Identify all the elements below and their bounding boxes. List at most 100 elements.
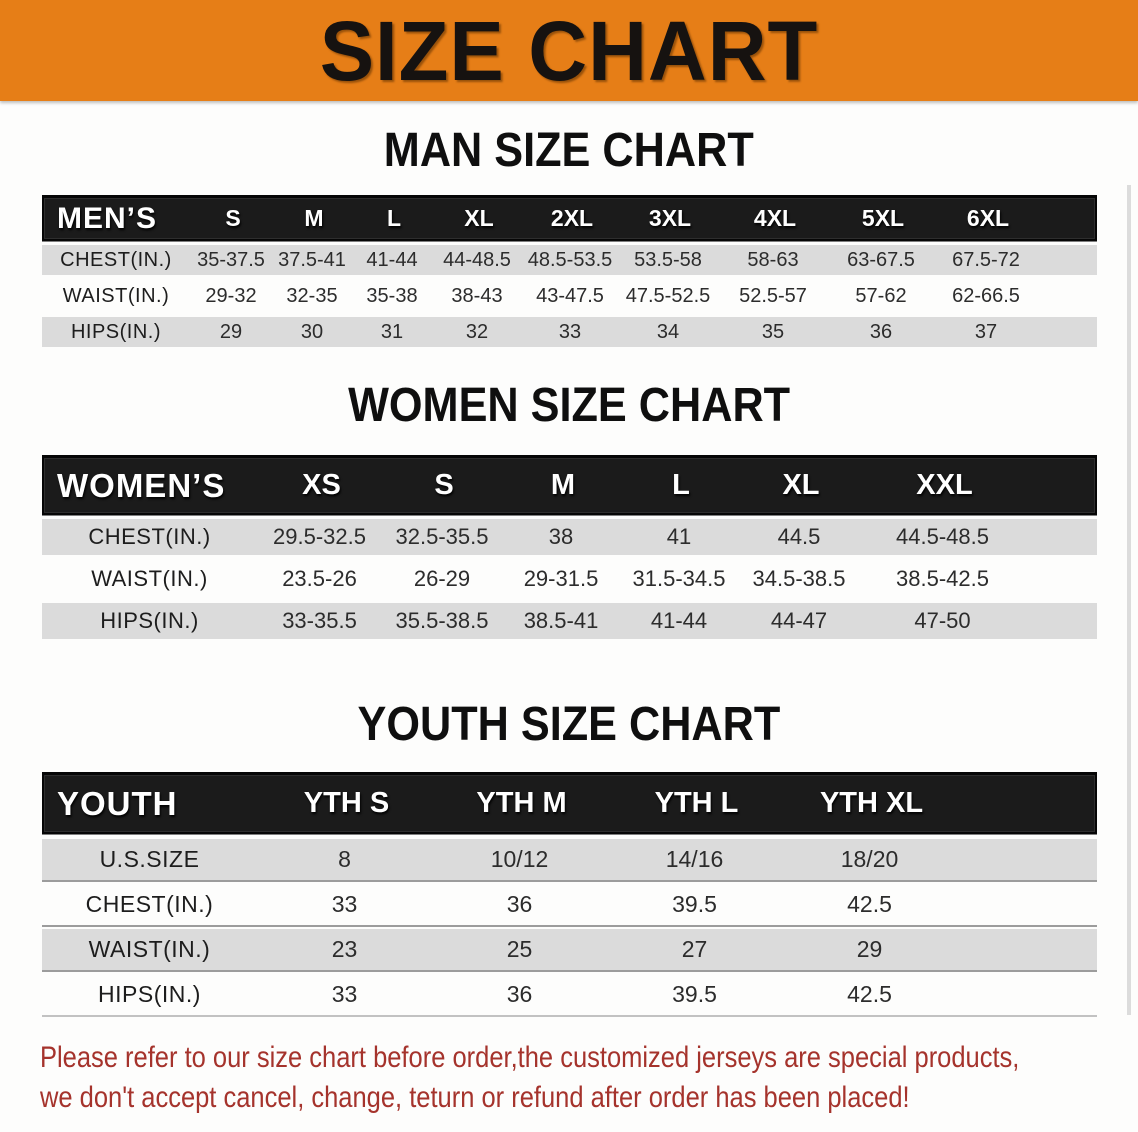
size-value-cell: 41-44 [650, 608, 708, 633]
size-header-cell: 6XL [966, 205, 1010, 231]
size-value-cell: 58-63 [747, 248, 799, 271]
footer-note-line-1: Please refer to our size chart before or… [40, 1041, 1020, 1074]
table-row: CHEST(IN.) 35-37.5 37.5-41 41-44 44-48.5 48.5… [42, 245, 1097, 275]
table-row: HIPS(IN.) 29 30 31 32 33 34 35 36 37 [42, 317, 1097, 347]
size-value-cell: 37 [974, 320, 998, 343]
women-section-heading-text: WOMEN SIZE CHART [347, 376, 790, 432]
table-row: HIPS(IN.) 33 36 39.5 42.5 [42, 974, 1097, 1017]
women-size-table: WOMEN’S XS S M L XL XXL CHEST(IN.) 29.5-32.5 32.5… [42, 455, 1097, 645]
size-header-cell: YTH S [303, 787, 390, 819]
size-value-cell: 37.5-41 [278, 248, 346, 271]
size-value-cell: 30 [300, 320, 324, 343]
size-value-cell: 29-32 [205, 284, 257, 307]
size-value-cell: 26-29 [413, 566, 471, 591]
table-header-row: YOUTH YTH S YTH M YTH L YTH XL [42, 772, 1097, 834]
size-value-cell: 29-31.5 [523, 566, 599, 591]
size-value-cell: 36 [869, 320, 893, 343]
size-header-cell: 3XL [648, 205, 692, 231]
footer-note-line-2: we don't accept cancel, change, teturn o… [40, 1081, 910, 1114]
row-label: CHEST(IN.) [85, 891, 214, 917]
size-header-cell: XS [302, 469, 341, 501]
size-header-cell: XL [464, 205, 494, 231]
table-row: WAIST(IN.) 29-32 32-35 35-38 38-43 43-47.5 47.… [42, 281, 1097, 311]
size-value-cell: 25 [506, 936, 533, 962]
row-label: CHEST(IN.) [88, 524, 211, 549]
size-value-cell: 42.5 [847, 891, 892, 917]
title-banner: SIZE CHART [0, 0, 1138, 101]
size-value-cell: 39.5 [672, 891, 717, 917]
table-title-cell: MEN’S [57, 201, 158, 235]
row-label: HIPS(IN.) [100, 608, 199, 633]
size-value-cell: 34 [656, 320, 680, 343]
size-value-cell: 14/16 [665, 846, 724, 872]
size-header-cell: XXL [916, 469, 973, 501]
size-value-cell: 29.5-32.5 [273, 524, 366, 549]
men-size-table: MEN’S S M L XL 2XL 3XL 4XL 5XL 6XL CHEST(IN.) 35-37… [42, 195, 1097, 353]
size-value-cell: 34.5-38.5 [752, 566, 846, 591]
size-value-cell: 27 [681, 936, 708, 962]
youth-size-table: YOUTH YTH S YTH M YTH L YTH XL U.S.SIZE 8 10/12… [42, 772, 1097, 1019]
size-value-cell: 44.5-48.5 [896, 524, 989, 549]
size-value-cell: 47.5-52.5 [625, 284, 711, 307]
size-value-cell: 35-37.5 [197, 248, 265, 271]
size-value-cell: 43-47.5 [536, 284, 604, 307]
size-value-cell: 32-35 [286, 284, 338, 307]
size-value-cell: 18/20 [840, 846, 899, 872]
row-label: HIPS(IN.) [70, 320, 162, 343]
size-value-cell: 38-43 [451, 284, 503, 307]
size-value-cell: 33 [558, 320, 582, 343]
row-label: WAIST(IN.) [88, 936, 211, 962]
size-header-cell: L [672, 469, 690, 501]
table-title-cell: WOMEN’S [57, 466, 226, 504]
women-section-heading: WOMEN SIZE CHART [0, 376, 1138, 432]
size-value-cell: 41-44 [366, 248, 418, 271]
size-value-cell: 47-50 [914, 608, 971, 633]
size-value-cell: 53.5-58 [634, 248, 702, 271]
man-section-heading: MAN SIZE CHART [0, 121, 1138, 177]
size-value-cell: 31.5-34.5 [632, 566, 726, 591]
size-header-cell: 4XL [753, 205, 797, 231]
size-value-cell: 29 [219, 320, 243, 343]
size-value-cell: 44-48.5 [443, 248, 511, 271]
size-value-cell: 32 [465, 320, 489, 343]
table-row: CHEST(IN.) 33 36 39.5 42.5 [42, 884, 1097, 927]
size-value-cell: 48.5-53.5 [527, 248, 613, 271]
size-value-cell: 38 [548, 524, 574, 549]
size-value-cell: 23 [331, 936, 358, 962]
size-header-cell: YTH L [654, 787, 739, 819]
page-edge-line [1127, 185, 1131, 1015]
size-header-cell: M [550, 469, 576, 501]
size-value-cell: 10/12 [490, 846, 549, 872]
table-row: WAIST(IN.) 23 25 27 29 [42, 929, 1097, 972]
size-value-cell: 35 [761, 320, 785, 343]
size-value-cell: 36 [506, 981, 533, 1007]
table-title-cell: YOUTH [57, 784, 178, 822]
size-header-cell: 2XL [550, 205, 594, 231]
size-value-cell: 39.5 [672, 981, 717, 1007]
size-value-cell: 67.5-72 [952, 248, 1020, 271]
youth-section-heading: YOUTH SIZE CHART [0, 699, 1138, 747]
row-label: CHEST(IN.) [60, 248, 172, 271]
size-value-cell: 41 [666, 524, 692, 549]
size-header-cell: XL [782, 469, 820, 501]
size-value-cell: 33 [331, 981, 358, 1007]
row-label: WAIST(IN.) [91, 566, 208, 591]
size-header-cell: YTH M [476, 787, 567, 819]
man-section-heading-text: MAN SIZE CHART [384, 121, 754, 177]
size-value-cell: 52.5-57 [739, 284, 807, 307]
size-value-cell: 44-47 [770, 608, 828, 633]
size-header-cell: 5XL [861, 205, 905, 231]
size-value-cell: 62-66.5 [952, 284, 1020, 307]
size-header-cell: S [434, 469, 454, 501]
table-row: U.S.SIZE 8 10/12 14/16 18/20 [42, 839, 1097, 882]
size-value-cell: 29 [856, 936, 883, 962]
size-value-cell: 35-38 [366, 284, 418, 307]
size-value-cell: 36 [506, 891, 533, 917]
table-row: CHEST(IN.) 29.5-32.5 32.5-35.5 38 41 44.5 44.5… [42, 519, 1097, 555]
size-value-cell: 33-35.5 [282, 608, 357, 633]
size-value-cell: 44.5 [777, 524, 821, 549]
row-label: WAIST(IN.) [62, 284, 170, 307]
size-value-cell: 35.5-38.5 [395, 608, 489, 633]
table-header-row: MEN’S S M L XL 2XL 3XL 4XL 5XL 6XL [42, 195, 1097, 241]
table-row: WAIST(IN.) 23.5-26 26-29 29-31.5 31.5-34.5 34… [42, 561, 1097, 597]
